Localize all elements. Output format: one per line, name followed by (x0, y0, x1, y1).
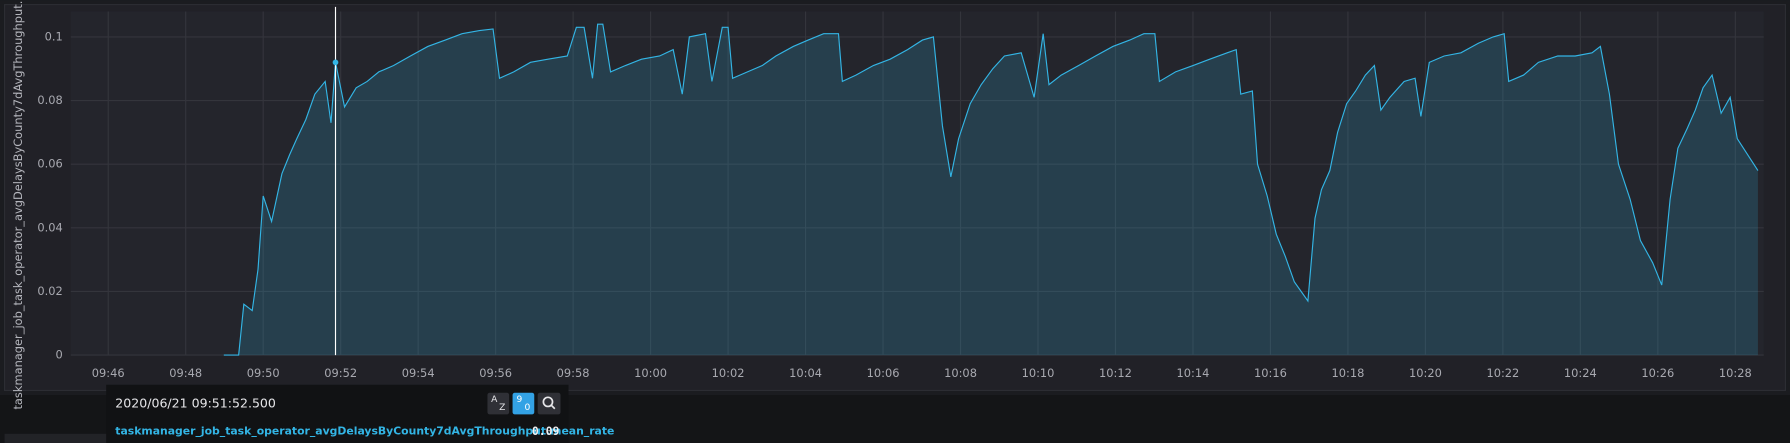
plot-area: 0 0.02 0.04 0.06 0.08 0.1 09:46 09:48 09:50 09:52… (37, 6, 1764, 380)
x-tick-label: 10:16 (1254, 366, 1287, 380)
y-tick-label: 0.06 (37, 157, 62, 171)
search-icon (542, 396, 554, 408)
sort-alpha-button[interactable] (487, 392, 510, 415)
x-tick-label: 10:24 (1564, 366, 1597, 380)
search-button[interactable] (537, 392, 561, 415)
y-tick-label: 0.04 (37, 220, 62, 234)
x-tick-label: 09:58 (557, 366, 590, 380)
x-tick-label: 09:52 (324, 366, 357, 380)
x-tick-label: 10:08 (944, 366, 977, 380)
plot-background (70, 11, 1764, 356)
x-tick-label: 09:54 (402, 366, 435, 380)
x-tick-label: 09:50 (247, 366, 280, 380)
hover-point (332, 59, 339, 66)
y-tick-label: 0.02 (37, 284, 62, 298)
sort-num-top: 9 (517, 395, 523, 405)
x-tick-label: 09:46 (92, 366, 125, 380)
sort-alpha-bottom: Z (499, 403, 505, 413)
series-area (223, 24, 1758, 356)
y-axis-title: taskmanager_job_task_operator_avgDelaysB… (11, 0, 25, 410)
tooltip: 2020/06/21 09:51:52.500 A Z 9 0 taskmana… (106, 384, 614, 443)
x-tick-label: 10:28 (1719, 366, 1752, 380)
tooltip-value: 0.09 (532, 424, 560, 438)
x-tick-label: 09:48 (169, 366, 202, 380)
x-tick-label: 10:26 (1641, 366, 1674, 380)
sort-alpha-top: A (491, 395, 498, 405)
x-tick-label: 10:12 (1099, 366, 1132, 380)
search-icon-handle (550, 404, 556, 410)
series-line (223, 23, 1759, 356)
x-tick-label: 10:06 (867, 366, 900, 380)
y-tick-label: 0.1 (45, 29, 63, 43)
x-tick-label: 10:20 (1409, 366, 1442, 380)
x-tick-label: 09:56 (479, 366, 512, 380)
x-tick-label: 10:14 (1177, 366, 1210, 380)
x-tick-label: 10:18 (1331, 366, 1364, 380)
sort-num-bottom: 0 (525, 403, 531, 413)
x-tick-label: 10:22 (1486, 366, 1519, 380)
tooltip-series: taskmanager_job_task_operator_avgDelaysB… (115, 425, 614, 438)
tooltip-time: 2020/06/21 09:51:52.500 (115, 396, 276, 411)
x-tick-label: 10:10 (1022, 366, 1055, 380)
x-tick-label: 10:02 (712, 366, 745, 380)
x-tick-label: 10:04 (789, 366, 822, 380)
sort-num-button[interactable] (512, 392, 535, 415)
y-tick-label: 0 (56, 348, 63, 362)
x-tick-label: 10:00 (634, 366, 667, 380)
y-tick-label: 0.08 (37, 93, 62, 107)
lower-tab (4, 433, 108, 443)
